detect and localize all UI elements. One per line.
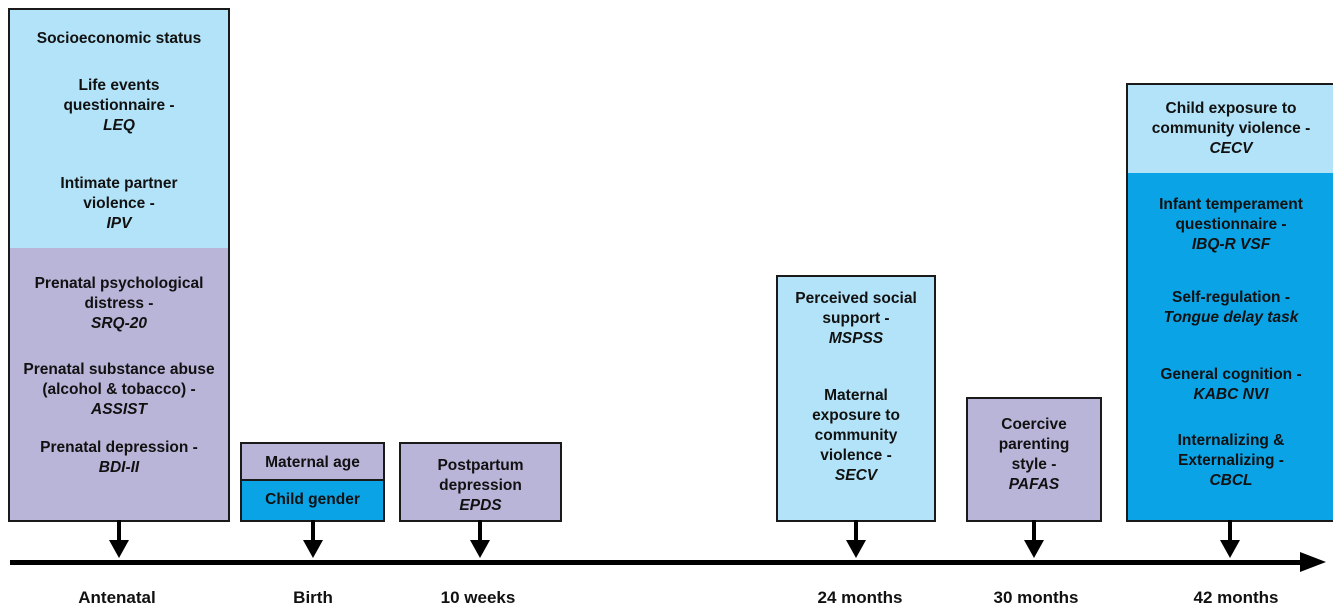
ibq-line1: Infant temperament <box>1159 196 1303 213</box>
ibq-line2: questionnaire - <box>1175 216 1287 233</box>
epds-abbr: EPDS <box>459 497 502 514</box>
pafas-line3: style - <box>1011 456 1057 473</box>
secv-line3: community <box>814 427 898 444</box>
socioeconomic-status: Socioeconomic status <box>36 30 202 47</box>
pafas-item: Coercive parenting style - PAFAS <box>968 415 1100 495</box>
kabc-line1: General cognition - <box>1160 366 1302 383</box>
label-24-months: 24 months <box>817 588 903 607</box>
cecv-item: Child exposure to community violence - C… <box>1128 99 1333 159</box>
antenatal-box: Socioeconomic status Life events questio… <box>8 8 230 522</box>
selfreg-abbr: Tongue delay task <box>1163 309 1299 326</box>
selfreg-line1: Self-regulation - <box>1172 289 1290 306</box>
antenatal-purple-section <box>10 248 228 520</box>
ibq-item: Infant temperament questionnaire - IBQ-R… <box>1128 195 1333 255</box>
mspss-item: Perceived social support - MSPSS <box>778 289 934 349</box>
epds-line1: Postpartum <box>437 457 524 474</box>
months42-blue-section <box>1128 173 1333 520</box>
mspss-abbr: MSPSS <box>828 330 884 347</box>
label-antenatal: Antenatal <box>78 588 156 607</box>
child-gender-cell: Child gender <box>242 481 383 520</box>
months24-box: Perceived social support - MSPSS Materna… <box>776 275 936 522</box>
srq-line2: distress - <box>84 295 154 312</box>
bdi-item: Prenatal depression - BDI-II <box>10 438 228 478</box>
assist-abbr: ASSIST <box>91 401 147 418</box>
srq-item: Prenatal psychological distress - SRQ-20 <box>10 274 228 334</box>
secv-abbr: SECV <box>834 467 878 484</box>
epds-item: Postpartum depression EPDS <box>401 456 560 516</box>
ipv-abbr: IPV <box>106 215 132 232</box>
leq-line1: Life events <box>78 77 160 94</box>
srq-line1: Prenatal psychological <box>34 275 204 292</box>
months30-box: Coercive parenting style - PAFAS <box>966 397 1102 522</box>
cecv-abbr: CECV <box>1209 140 1253 157</box>
cecv-line2: community violence - <box>1151 120 1311 137</box>
antenatal-light-section <box>10 10 228 248</box>
months42-box: Child exposure to community violence - C… <box>1126 83 1333 522</box>
epds-line2: depression <box>439 477 522 494</box>
maternal-age-label: Maternal age <box>265 454 360 471</box>
secv-item: Maternal exposure to community violence … <box>778 386 934 486</box>
assist-line1: Prenatal substance abuse <box>23 361 215 378</box>
birth-box: Maternal age Child gender <box>240 442 385 522</box>
label-30-months: 30 months <box>993 588 1079 607</box>
secv-line2: exposure to <box>812 407 900 424</box>
pafas-line1: Coercive <box>1001 416 1067 433</box>
label-10-weeks: 10 weeks <box>440 588 516 607</box>
kabc-item: General cognition - KABC NVI <box>1128 365 1333 405</box>
assist-item: Prenatal substance abuse (alcohol & toba… <box>10 360 228 420</box>
timeline-axis <box>10 560 1302 565</box>
label-birth: Birth <box>293 588 333 607</box>
selfreg-item: Self-regulation - Tongue delay task <box>1128 288 1333 328</box>
assist-line2: (alcohol & tobacco) - <box>42 381 196 398</box>
leq-line2: questionnaire - <box>63 97 175 114</box>
timeline-arrowhead <box>1300 552 1326 572</box>
bdi-line1: Prenatal depression - <box>40 439 198 456</box>
child-gender-label: Child gender <box>265 491 360 508</box>
cbcl-item: Internalizing & Externalizing - CBCL <box>1128 431 1333 491</box>
secv-line4: violence - <box>820 447 892 464</box>
cecv-line1: Child exposure to <box>1165 100 1297 117</box>
leq-abbr: LEQ <box>103 117 135 134</box>
mspss-line1: Perceived social <box>795 290 917 307</box>
ipv-line2: violence - <box>83 195 155 212</box>
maternal-age-cell: Maternal age <box>242 444 383 481</box>
secv-line1: Maternal <box>824 387 888 404</box>
cbcl-line2: Externalizing - <box>1178 452 1284 469</box>
ipv-item: Intimate partner violence - IPV <box>10 174 228 234</box>
srq-abbr: SRQ-20 <box>91 315 147 332</box>
mspss-line2: support - <box>822 310 890 327</box>
pafas-abbr: PAFAS <box>1008 476 1060 493</box>
ipv-line1: Intimate partner <box>60 175 178 192</box>
months42-light-section <box>1128 85 1333 173</box>
label-42-months: 42 months <box>1193 588 1279 607</box>
ibq-abbr: IBQ-R VSF <box>1191 236 1271 253</box>
pafas-line2: parenting <box>998 436 1070 453</box>
bdi-abbr: BDI-II <box>98 459 140 476</box>
postpartum-box: Postpartum depression EPDS <box>399 442 562 522</box>
cbcl-line1: Internalizing & <box>1177 432 1285 449</box>
cbcl-abbr: CBCL <box>1209 472 1253 489</box>
kabc-abbr: KABC NVI <box>1193 386 1269 403</box>
leq-item: Life events questionnaire - LEQ <box>10 76 228 136</box>
